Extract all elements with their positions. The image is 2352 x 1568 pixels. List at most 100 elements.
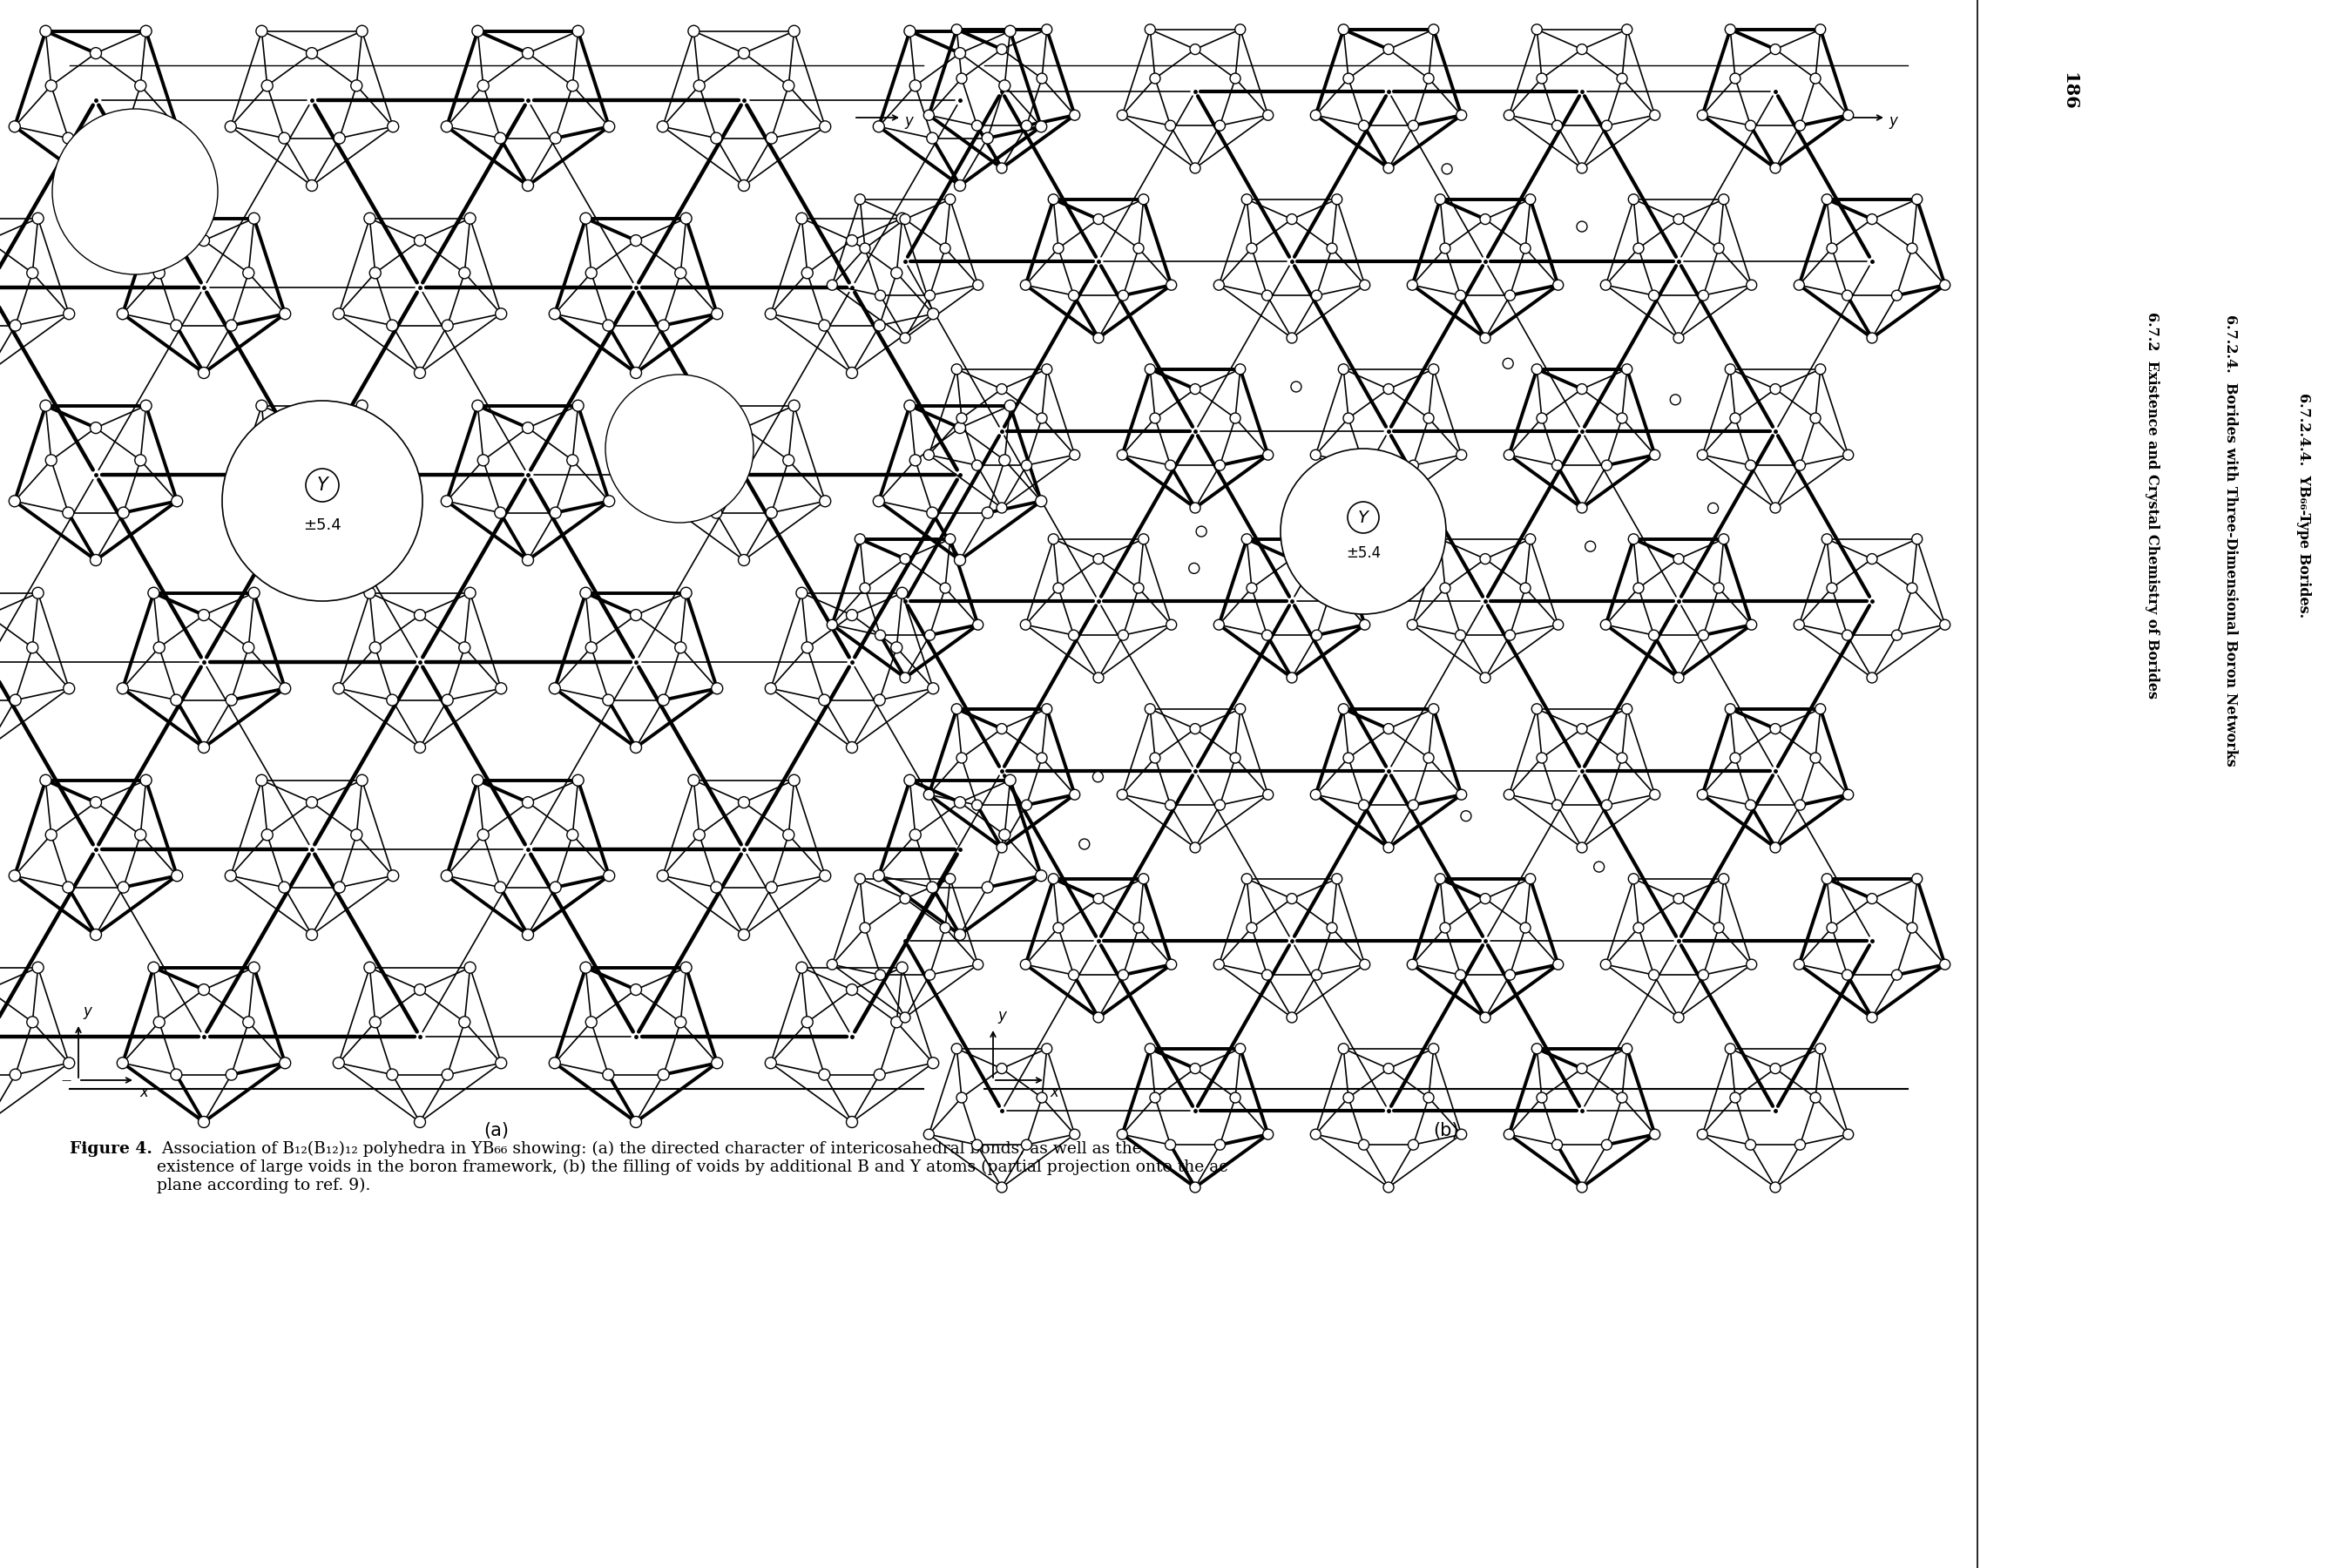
Circle shape [134,455,146,466]
Circle shape [1602,800,1611,811]
Circle shape [1632,243,1644,254]
Circle shape [957,1093,967,1102]
Circle shape [1338,24,1348,34]
Circle shape [818,320,830,331]
Circle shape [910,80,922,91]
Circle shape [710,309,722,320]
Circle shape [847,610,858,621]
Circle shape [1409,800,1418,811]
Circle shape [1623,1043,1632,1054]
Circle shape [767,881,776,894]
Circle shape [1842,290,1853,301]
Text: x: x [1049,1085,1058,1101]
Circle shape [739,928,750,941]
Text: Y: Y [318,477,327,494]
Circle shape [242,641,254,654]
Circle shape [1134,922,1143,933]
Circle shape [1435,194,1446,204]
Circle shape [477,455,489,466]
Circle shape [358,400,367,411]
Circle shape [1035,495,1047,506]
Circle shape [783,455,795,466]
Circle shape [1456,789,1468,800]
Circle shape [1423,753,1435,764]
Circle shape [1670,395,1682,405]
Circle shape [463,588,475,599]
Circle shape [1070,450,1080,459]
Circle shape [861,243,870,254]
Circle shape [1214,619,1223,630]
Circle shape [1524,533,1536,544]
Circle shape [1715,583,1724,593]
Circle shape [689,400,699,411]
Circle shape [1649,789,1661,800]
Circle shape [1649,630,1658,640]
Circle shape [1214,960,1223,969]
Circle shape [89,797,101,808]
Circle shape [981,506,993,519]
Circle shape [1117,630,1129,640]
Circle shape [1745,1140,1757,1149]
Circle shape [1138,533,1148,544]
Circle shape [675,641,687,654]
Circle shape [997,503,1007,513]
Circle shape [386,1069,397,1080]
Circle shape [1235,1043,1247,1054]
Circle shape [45,829,56,840]
Circle shape [1263,290,1272,301]
Circle shape [1117,789,1127,800]
Circle shape [358,25,367,36]
Circle shape [334,309,343,320]
Circle shape [153,641,165,654]
Circle shape [1623,704,1632,713]
Circle shape [1117,1129,1127,1140]
Circle shape [1150,74,1160,83]
Circle shape [795,961,807,974]
Circle shape [26,641,38,654]
Circle shape [941,922,950,933]
Circle shape [1054,583,1063,593]
Circle shape [710,1057,722,1069]
Circle shape [604,495,614,506]
Circle shape [221,401,423,601]
Circle shape [226,1069,238,1080]
Circle shape [788,25,800,36]
Circle shape [675,1016,687,1027]
Circle shape [1094,332,1103,343]
Circle shape [1536,412,1548,423]
Circle shape [1263,450,1272,459]
Circle shape [1940,279,1950,290]
Circle shape [1190,44,1200,55]
Circle shape [689,775,699,786]
Circle shape [997,163,1007,174]
Circle shape [40,400,52,411]
Circle shape [1279,448,1446,615]
Circle shape [1435,533,1446,544]
Circle shape [1731,753,1740,764]
Circle shape [148,213,160,224]
Circle shape [45,80,56,91]
Circle shape [1602,459,1611,470]
Circle shape [1811,1093,1820,1102]
Circle shape [1442,163,1451,174]
Circle shape [1461,811,1472,822]
Circle shape [1383,384,1395,394]
Circle shape [172,695,181,706]
Circle shape [1145,1043,1155,1054]
Circle shape [764,309,776,320]
Circle shape [710,506,722,519]
Circle shape [1531,364,1543,375]
Circle shape [1505,969,1515,980]
Circle shape [1310,789,1322,800]
Circle shape [1672,1013,1684,1022]
Circle shape [924,789,934,800]
Circle shape [1576,384,1588,394]
Circle shape [974,960,983,969]
Circle shape [477,829,489,840]
Circle shape [1439,243,1451,254]
Circle shape [1423,74,1435,83]
Circle shape [1068,290,1080,301]
Circle shape [1145,704,1155,713]
Circle shape [350,80,362,91]
Circle shape [567,829,579,840]
